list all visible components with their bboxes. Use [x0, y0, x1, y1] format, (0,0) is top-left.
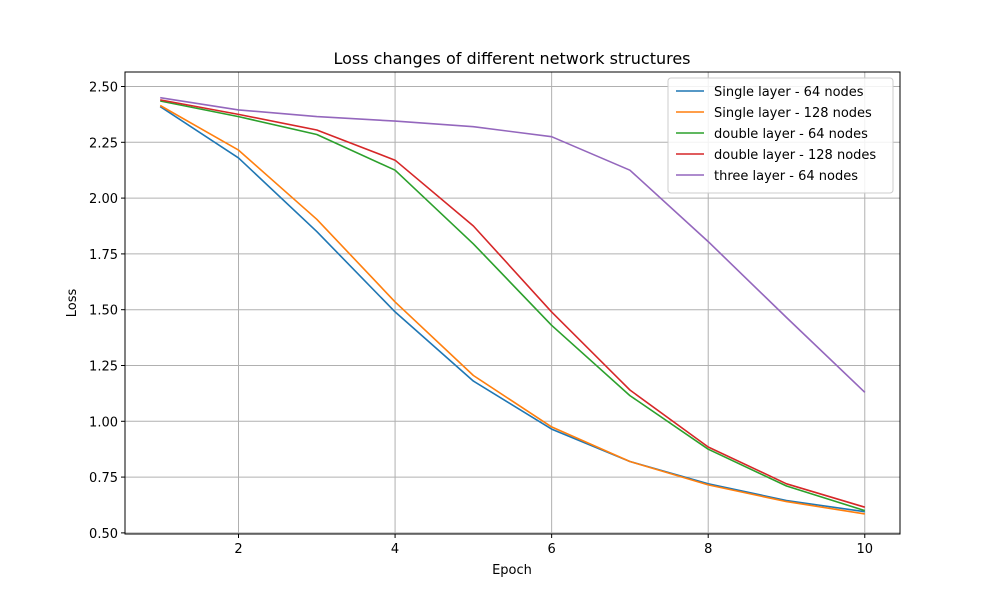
series-line-5: [160, 96, 866, 393]
x-tick-label: 8: [704, 542, 712, 557]
legend-label: Single layer - 128 nodes: [714, 106, 872, 121]
series-line-3: [160, 100, 866, 512]
grid-lines: [125, 72, 900, 534]
legend-box: [667, 77, 894, 194]
y-tick-label: 1.50: [89, 304, 118, 319]
series-line-2: [159, 104, 865, 515]
x-tick-label: 10: [856, 542, 873, 557]
x-tick-label: 4: [391, 542, 399, 557]
series-line-1: [159, 105, 865, 513]
series-lines: [159, 96, 866, 515]
x-axis-label: Epoch: [492, 563, 532, 578]
legend-label: double layer - 128 nodes: [714, 148, 876, 163]
y-tick-label: 0.75: [89, 471, 118, 486]
y-tick-label: 1.00: [89, 415, 118, 430]
y-axis-label: Loss: [65, 289, 80, 318]
chart-title: Loss changes of different network struct…: [333, 49, 690, 68]
axis-ticks: 2 4 6 8 10 0.50 0.75 1.00 1.25 1.50 1.75 2.00 2.25 2.…: [89, 81, 873, 557]
y-tick-label: 1.25: [89, 359, 118, 374]
series-line-4: [160, 99, 866, 508]
y-tick-label: 2.25: [89, 136, 118, 151]
legend-label: three layer - 64 nodes: [714, 169, 858, 184]
y-tick-label: 2.50: [89, 81, 118, 96]
legend-label: double layer - 64 nodes: [714, 127, 868, 142]
x-tick-label: 2: [234, 542, 242, 557]
y-tick-label: 2.00: [89, 192, 118, 207]
legend-label: Single layer - 64 nodes: [714, 85, 864, 100]
x-tick-label: 6: [548, 542, 556, 557]
y-tick-label: 0.50: [89, 527, 118, 542]
legend: Single layer - 64 nodes Single layer - 12…: [667, 77, 894, 194]
y-tick-label: 1.75: [89, 248, 118, 263]
plot-frame: [124, 71, 901, 535]
